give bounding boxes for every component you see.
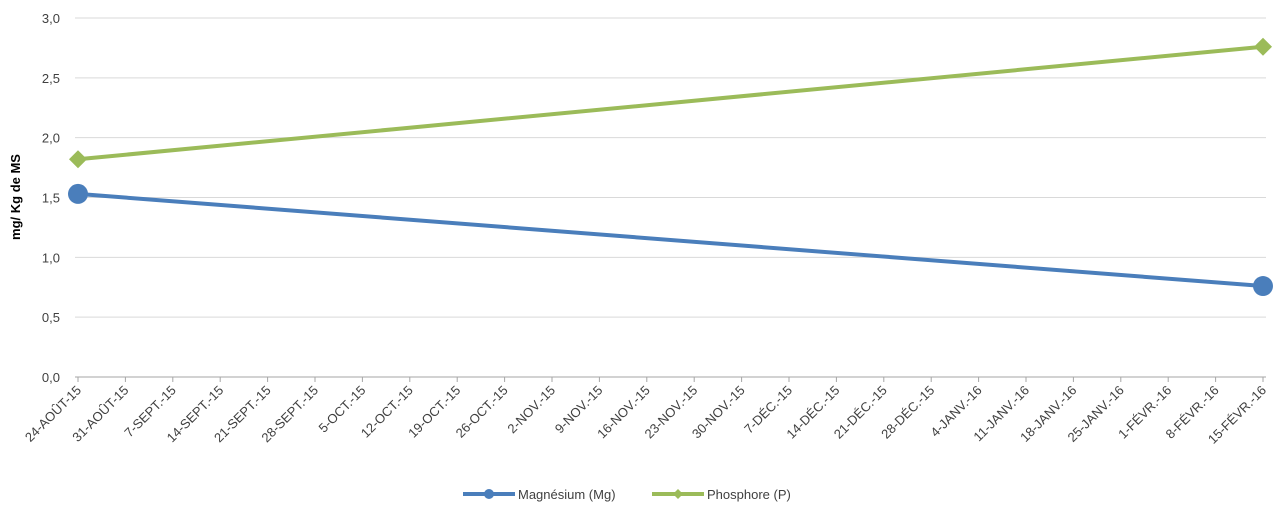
y-tick-label: 3,0 [42,11,60,26]
data-point [1254,37,1272,56]
legend-item: Magnésium (Mg) [463,487,616,502]
legend-label: Magnésium (Mg) [518,487,616,502]
data-point [69,150,87,169]
y-tick-label: 0,0 [42,370,60,385]
legend-marker [673,489,683,499]
legend-item: Phosphore (P) [652,487,791,502]
x-tick-label: 2-NOV.-15 [504,383,558,437]
y-tick-labels: 0,0 0,5 1,0 1,5 2,0 2,5 3,0 [42,11,60,385]
data-point [68,183,88,204]
legend: Magnésium (Mg) Phosphore (P) [463,487,791,502]
data-point [1253,276,1273,297]
series-line [76,44,1265,162]
y-axis-title: mg/ Kg de MS [8,154,23,240]
y-tick-label: 2,5 [42,71,60,86]
gridlines [75,17,1266,318]
x-axis [75,376,1266,382]
series-line [76,191,1265,289]
legend-marker [484,489,494,499]
y-tick-label: 1,5 [42,191,60,206]
legend-label: Phosphore (P) [707,487,791,502]
y-tick-label: 0,5 [42,310,60,325]
y-tick-label: 2,0 [42,131,60,146]
x-tick-labels: 24-AOÛT-1531-AOÛT-157-SEPT.-1514-SEPT.-1… [22,383,1269,447]
series-lines [68,37,1273,297]
y-tick-label: 1,0 [42,250,60,265]
